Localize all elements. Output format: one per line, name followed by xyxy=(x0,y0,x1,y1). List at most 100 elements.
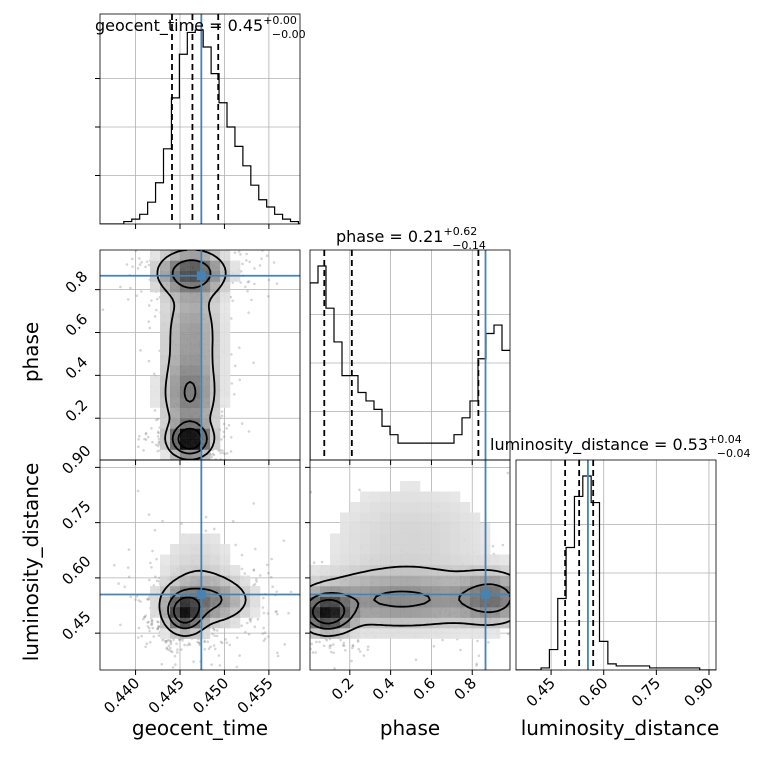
luminosity-distance-vs-phase-density-cell xyxy=(490,586,501,597)
luminosity-distance-vs-phase-density-cell xyxy=(450,596,461,608)
luminosity-distance-vs-phase-density-cell xyxy=(380,575,391,587)
luminosity-distance-vs-phase-density-cell xyxy=(370,586,381,597)
phase-vs-geocent-time-density-cell xyxy=(160,355,171,366)
luminosity-distance-vs-phase-density-cell xyxy=(370,617,381,629)
phase-vs-geocent-time-density-cell xyxy=(170,355,181,366)
luminosity-distance-vs-geocent-time-density-cell xyxy=(160,617,171,629)
luminosity-distance-vs-geocent-time-sample xyxy=(276,654,280,658)
phase-vs-geocent-time-density-cell xyxy=(180,292,191,303)
luminosity-distance-vs-phase-sample xyxy=(325,638,329,642)
luminosity-distance-vs-geocent-time-sample xyxy=(165,647,169,651)
luminosity-distance-vs-geocent-time-density-cell xyxy=(190,586,201,597)
phase-vs-geocent-time-sample xyxy=(156,430,160,434)
luminosity-distance-vs-phase-density-cell xyxy=(380,533,391,545)
phase-vs-geocent-time-sample xyxy=(267,294,270,298)
phase-vs-geocent-time-density-cell xyxy=(180,323,191,335)
luminosity-distance-vs-geocent-time-density-cell xyxy=(220,586,231,597)
luminosity-distance-vs-geocent-time-sample xyxy=(262,639,266,643)
luminosity-distance-vs-geocent-time-sample xyxy=(276,651,279,655)
phase-vs-geocent-time-density-cell xyxy=(160,323,171,335)
luminosity-distance-vs-geocent-time-density-cell xyxy=(210,554,221,566)
luminosity-distance-vs-phase-sample xyxy=(366,645,370,648)
phase-vs-geocent-time-sample xyxy=(237,346,241,349)
luminosity-distance-vs-geocent-time-sample xyxy=(123,585,126,589)
luminosity-distance-vs-phase-density-cell xyxy=(470,512,481,524)
title-phase-minus: −0.14 xyxy=(452,239,486,252)
phase-vs-geocent-time-sample xyxy=(211,452,215,456)
luminosity-distance-vs-phase-sample xyxy=(328,644,332,647)
phase-vs-geocent-time-sample xyxy=(250,298,253,302)
luminosity-distance-vs-phase-density-cell xyxy=(450,575,461,587)
title-geocent-time-plus: +0.00 xyxy=(263,14,297,27)
luminosity-distance-vs-geocent-time-sample xyxy=(287,611,290,615)
phase-vs-geocent-time-sample xyxy=(214,458,218,460)
luminosity-distance-vs-geocent-time-density-cell xyxy=(230,565,241,576)
luminosity-distance-vs-geocent-time-sample xyxy=(220,641,224,645)
luminosity-distance-vs-geocent-time-density-cell xyxy=(220,554,231,566)
luminosity-distance-vs-geocent-time-sample xyxy=(146,621,149,624)
phase-vs-geocent-time-sample xyxy=(101,308,105,311)
luminosity-distance-vs-phase-density-cell xyxy=(490,596,501,608)
xtick-label-phase: 0.6 xyxy=(410,674,440,704)
luminosity-distance-vs-phase-density-cell xyxy=(420,575,431,587)
luminosity-distance-vs-geocent-time-sample xyxy=(267,571,270,575)
luminosity-distance-vs-geocent-time-density-cell xyxy=(170,607,181,618)
luminosity-distance-vs-geocent-time-sample xyxy=(150,621,154,625)
xtick-label-luminosity-distance: 0.75 xyxy=(628,674,664,710)
luminosity-distance-vs-geocent-time-density-cell xyxy=(230,596,241,608)
luminosity-distance-vs-geocent-time-density-cell xyxy=(230,617,241,629)
luminosity-distance-vs-geocent-time-sample xyxy=(213,628,216,632)
luminosity-distance-vs-geocent-time-density-cell xyxy=(220,565,231,576)
luminosity-distance-vs-geocent-time-density-cell xyxy=(190,607,201,618)
luminosity-distance-vs-phase-density-cell xyxy=(470,628,481,639)
phase-vs-geocent-time-density-cell xyxy=(170,250,181,261)
luminosity-distance-vs-geocent-time-density-cell xyxy=(210,607,221,618)
phase-vs-geocent-time-sample xyxy=(239,281,243,284)
luminosity-distance-vs-phase-truth-marker xyxy=(481,589,491,599)
phase-vs-geocent-time-density-cell xyxy=(210,260,221,272)
phase-vs-geocent-time-density-cell xyxy=(150,386,161,398)
phase-vs-geocent-time-density-cell xyxy=(220,302,231,314)
luminosity-distance-vs-geocent-time-sample xyxy=(261,632,265,635)
phase-vs-geocent-time-density-cell xyxy=(180,355,191,366)
luminosity-distance-vs-phase-contour xyxy=(310,583,510,630)
luminosity-distance-vs-geocent-time-sample xyxy=(139,600,142,603)
xtick-label-luminosity-distance: 0.45 xyxy=(523,674,559,710)
phase-vs-geocent-time-density-cell xyxy=(190,428,201,440)
phase-vs-geocent-time-sample xyxy=(240,422,244,425)
luminosity-distance-vs-geocent-time-density-cell xyxy=(230,575,241,587)
luminosity-distance-vs-geocent-time-density-cell xyxy=(160,628,171,639)
title-luminosity-distance-value: 0.53 xyxy=(672,435,708,454)
luminosity-distance-vs-geocent-time-sample xyxy=(136,636,140,639)
luminosity-distance-vs-geocent-time-sample xyxy=(157,579,161,583)
luminosity-distance-vs-geocent-time-sample xyxy=(244,630,247,634)
luminosity-distance-vs-phase-density-cell xyxy=(400,575,411,587)
luminosity-distance-vs-phase-density-cell xyxy=(500,575,510,587)
hist-geocent-time-frame xyxy=(99,13,301,225)
phase-vs-geocent-time-sample xyxy=(275,282,279,285)
luminosity-distance-vs-geocent-time-sample xyxy=(155,557,158,561)
luminosity-distance-vs-phase-density-cell xyxy=(400,481,411,492)
luminosity-distance-vs-phase-density-cell xyxy=(470,523,481,534)
phase-vs-geocent-time-sample xyxy=(246,289,249,293)
phase-vs-geocent-time-density-cell xyxy=(220,334,231,345)
phase-vs-geocent-time-sample xyxy=(138,257,141,260)
luminosity-distance-vs-phase-density-cell xyxy=(340,544,351,555)
phase-vs-geocent-time-sample xyxy=(225,452,229,455)
luminosity-distance-vs-phase-density-cell xyxy=(390,607,401,618)
luminosity-distance-vs-phase-density-cell xyxy=(390,512,401,524)
phase-vs-geocent-time-density-cell xyxy=(200,407,211,419)
luminosity-distance-vs-geocent-time-sample xyxy=(180,648,183,651)
phase-vs-geocent-time-density-cell xyxy=(160,313,171,324)
luminosity-distance-vs-phase-density-cell xyxy=(390,596,401,608)
phase-vs-geocent-time-sample xyxy=(219,451,222,455)
luminosity-distance-vs-geocent-time-density-cell xyxy=(180,554,191,566)
luminosity-distance-vs-phase-density-cell xyxy=(310,607,321,618)
luminosity-distance-vs-phase-density-cell xyxy=(430,575,441,587)
phase-vs-geocent-time-density-cell xyxy=(220,250,231,261)
luminosity-distance-vs-phase-density-cell xyxy=(440,628,451,639)
luminosity-distance-vs-geocent-time-density-cell xyxy=(180,533,191,545)
luminosity-distance-vs-geocent-time-density-cell xyxy=(150,607,161,618)
luminosity-distance-vs-geocent-time-sample xyxy=(255,580,258,583)
luminosity-distance-vs-phase-density-cell xyxy=(380,491,391,503)
